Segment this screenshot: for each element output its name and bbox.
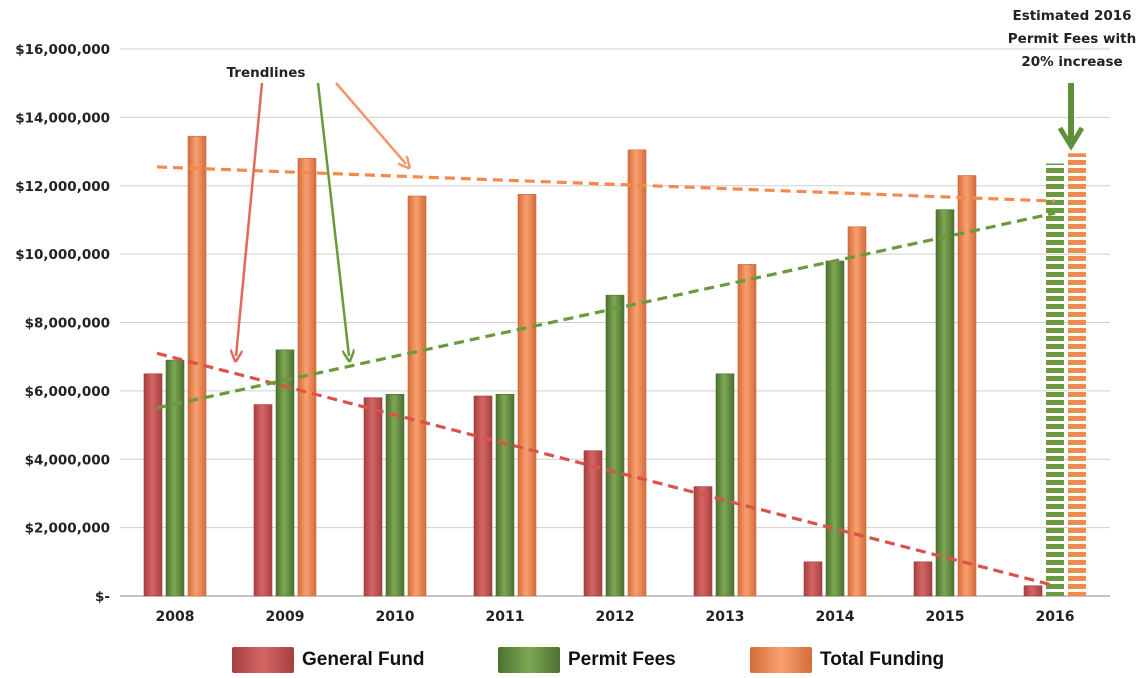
y-axis-tick-labels: $- $2,000,000 $4,000,000 $6,000,000 $8,000,0…: [15, 42, 110, 605]
bar-permit-fees-2009: [275, 349, 295, 597]
trendline-total-funding: [156, 165, 1056, 203]
y-tick-label: $14,000,000: [15, 110, 110, 126]
bar-total-funding-2013: [737, 264, 757, 597]
bar-general-fund-2015: [913, 561, 933, 597]
x-tick-label: 2014: [816, 609, 855, 625]
x-tick-label: 2009: [266, 609, 305, 625]
bar-permit-fees-2008: [165, 359, 185, 597]
legend-swatch-general-fund: [232, 647, 294, 673]
legend-label-total-funding: Total Funding: [820, 649, 945, 670]
y-tick-label: $10,000,000: [15, 247, 110, 263]
x-tick-label: 2016: [1036, 609, 1075, 625]
x-tick-label: 2011: [486, 609, 525, 625]
bars: [143, 135, 1086, 597]
bar-general-fund-2008: [143, 373, 163, 597]
legend-item-general-fund: General Fund: [232, 646, 424, 674]
annotations: Trendlines Estimated 2016 Permit Fees wi…: [227, 8, 1136, 356]
y-tick-label: $-: [95, 589, 110, 605]
estimate-annotation-line-3: 20% increase: [1021, 54, 1122, 70]
bar-total-funding-2010: [407, 195, 427, 597]
trendlines: [156, 165, 1056, 588]
legend-item-total-funding: Total Funding: [750, 646, 944, 674]
estimate-annotation-line-2: Permit Fees with: [1008, 31, 1136, 47]
trendlines-annotation-label: Trendlines: [227, 65, 306, 81]
y-tick-label: $12,000,000: [15, 179, 110, 195]
x-tick-label: 2012: [596, 609, 635, 625]
y-tick-label: $8,000,000: [25, 316, 110, 332]
legend-swatch-total-funding: [750, 647, 812, 673]
bar-total-funding-2014: [847, 226, 867, 597]
bar-permit-fees-2015: [935, 209, 955, 597]
x-tick-label: 2008: [156, 609, 195, 625]
y-tick-label: $16,000,000: [15, 42, 110, 58]
bar-general-fund-2010: [363, 397, 383, 597]
y-tick-label: $2,000,000: [25, 521, 110, 537]
estimate-arrow-head: [1057, 126, 1085, 151]
trendline-arrow-total-funding: [335, 82, 406, 164]
x-tick-label: 2015: [926, 609, 965, 625]
legend-label-general-fund: General Fund: [302, 649, 425, 670]
x-axis-tick-labels: 2008 2009 2010 2011 2012 2013 2014 2015 2016: [156, 609, 1075, 625]
bar-general-fund-2016: [1023, 585, 1043, 597]
bar-general-fund-2013: [693, 486, 713, 597]
bar-total-funding-2016: [1068, 153, 1086, 596]
y-tick-label: $4,000,000: [25, 452, 110, 468]
legend-label-permit-fees: Permit Fees: [568, 649, 676, 670]
bar-general-fund-2009: [253, 404, 273, 597]
estimate-annotation-line-1: Estimated 2016: [1012, 8, 1131, 24]
bar-total-funding-2011: [517, 193, 537, 597]
bar-permit-fees-2013: [715, 373, 735, 597]
bar-total-funding-2015: [957, 175, 977, 597]
bar-permit-fees-2011: [495, 393, 515, 597]
x-tick-label: 2013: [706, 609, 745, 625]
legend-item-permit-fees: Permit Fees: [498, 646, 676, 674]
bar-permit-fees-2012: [605, 294, 625, 597]
bar-total-funding-2012: [627, 149, 647, 597]
x-tick-label: 2010: [376, 609, 415, 625]
bar-general-fund-2011: [473, 395, 493, 597]
y-tick-label: $6,000,000: [25, 384, 110, 400]
trendline-general-fund: [156, 351, 1056, 588]
trendline-arrow-permit-fees: [316, 82, 349, 356]
legend-swatch-permit-fees: [498, 647, 560, 673]
chart-legend: General Fund Permit Fees Total Funding: [0, 644, 1148, 678]
bar-permit-fees-2010: [385, 393, 405, 597]
bar-general-fund-2014: [803, 561, 823, 597]
bar-general-fund-2012: [583, 450, 603, 597]
bar-permit-fees-2014: [825, 260, 845, 597]
trendline-arrow-general-fund: [236, 82, 264, 356]
bar-permit-fees-2016: [1046, 163, 1064, 596]
funding-bar-chart: $- $2,000,000 $4,000,000 $6,000,000 $8,000,0…: [15, 8, 1136, 625]
trendline-permit-fees: [156, 211, 1056, 410]
